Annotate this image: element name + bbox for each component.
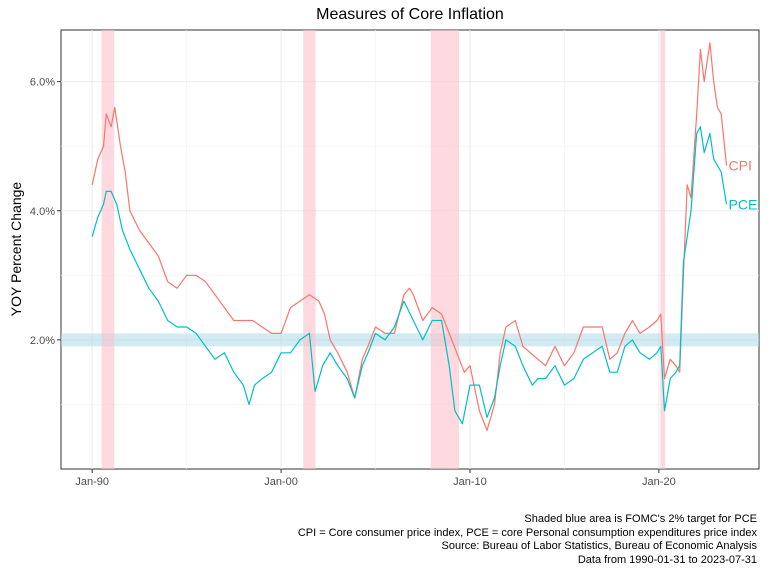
target-band: [61, 333, 759, 347]
y-tick-label: 2.0%: [30, 335, 55, 347]
series-label-pce: PCE: [729, 196, 758, 212]
y-axis-ticks: 2.0% 4.0% 6.0%: [30, 77, 61, 347]
y-tick-label: 4.0%: [30, 206, 55, 218]
panel-border: [60, 29, 760, 470]
chart-title: Measures of Core Inflation: [316, 6, 504, 23]
series-label-cpi: CPI: [729, 158, 752, 174]
caption-line: Data from 1990-01-31 to 2023-07-31: [578, 554, 757, 566]
x-axis-ticks: Jan-90 Jan-00 Jan-10 Jan-20: [75, 469, 676, 488]
y-tick-label: 6.0%: [30, 77, 55, 89]
plot-panel: [60, 29, 760, 470]
recession-band: [303, 30, 316, 469]
caption-line: Shaded blue area is FOMC's 2% target for…: [524, 513, 757, 525]
x-tick-label: Jan-00: [264, 476, 298, 488]
series-lines: [91, 42, 728, 431]
series-line-pce: [91, 126, 728, 425]
target-band-rect: [61, 333, 759, 347]
recession-band: [430, 30, 460, 469]
x-tick-label: Jan-20: [642, 476, 676, 488]
series-line-cpi: [91, 42, 728, 431]
recession-band: [101, 30, 115, 469]
x-tick-label: Jan-90: [75, 476, 109, 488]
caption-line: CPI = Core consumer price index, PCE = c…: [298, 527, 758, 539]
recession-band: [660, 30, 666, 469]
recession-shading: [101, 30, 666, 469]
y-axis-title: YOY Percent Change: [8, 182, 24, 317]
series-labels: CPI PCE: [729, 158, 758, 213]
gridlines: [61, 30, 759, 469]
x-tick-label: Jan-10: [453, 476, 487, 488]
caption-line: Source: Bureau of Labor Statistics, Bure…: [442, 540, 758, 552]
caption-block: Shaded blue area is FOMC's 2% target for…: [298, 513, 758, 566]
